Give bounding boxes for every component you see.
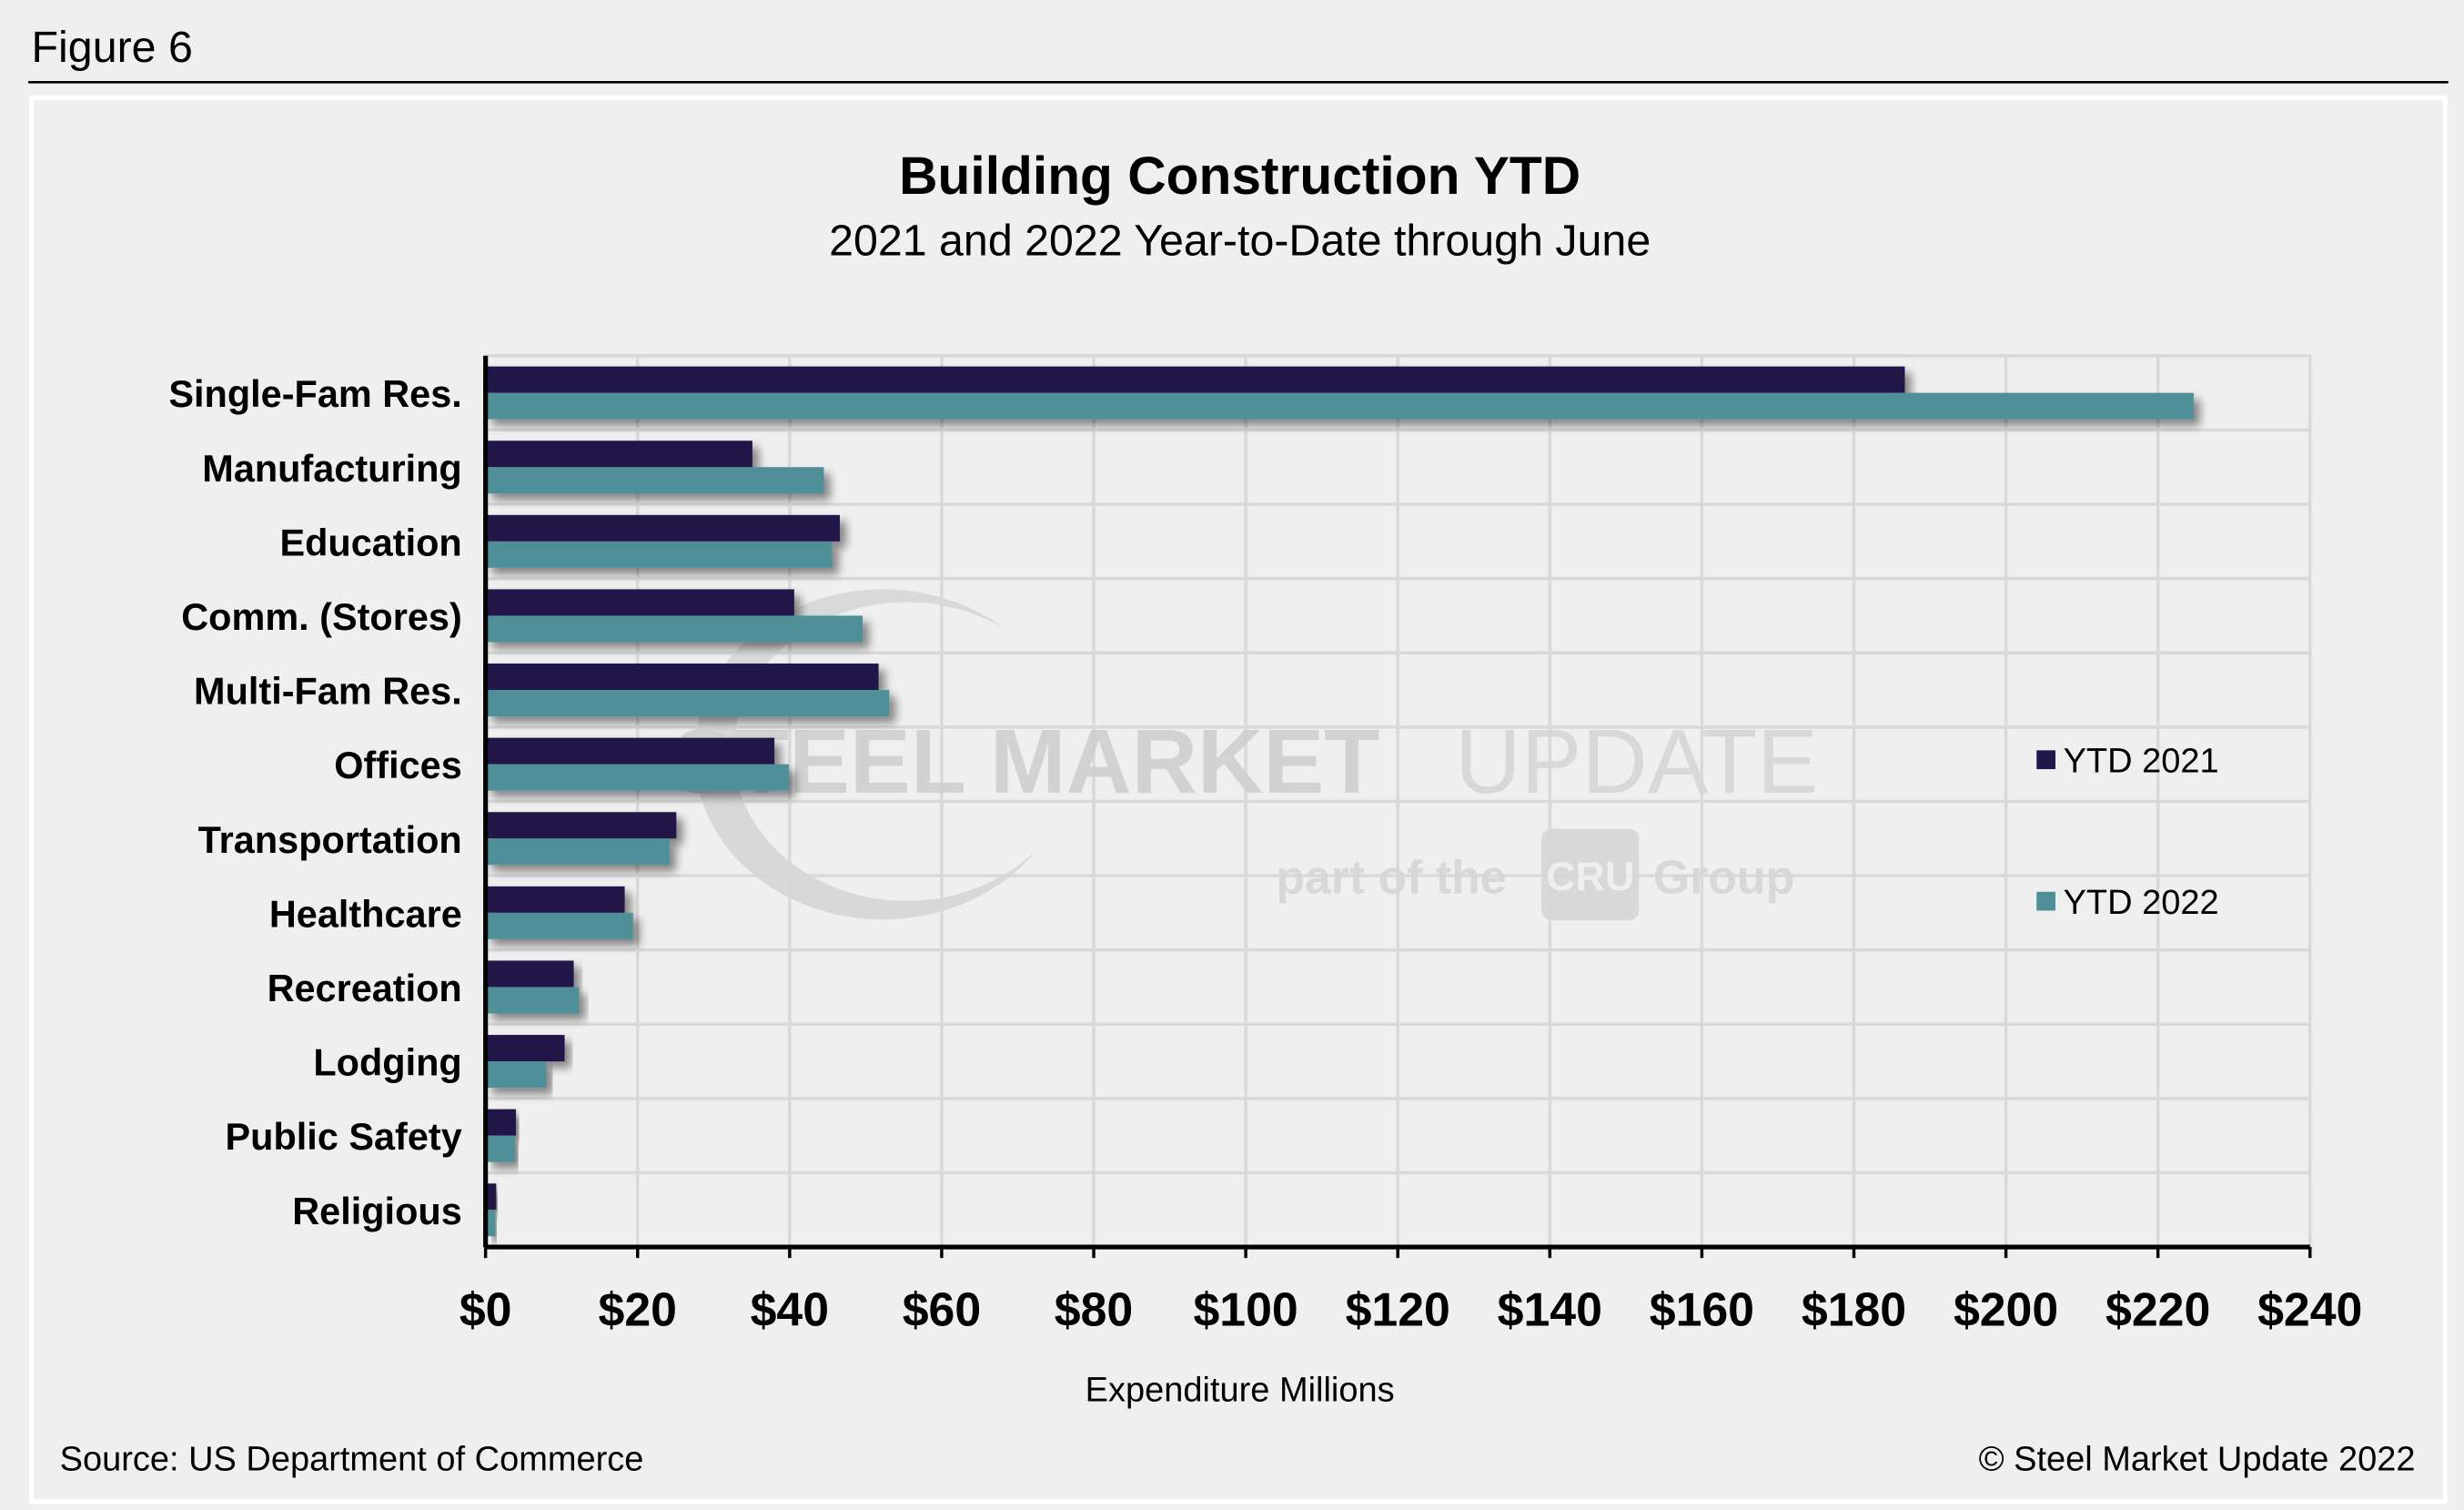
- cru-logo-icon: [1541, 828, 1640, 920]
- bar-ytd2021: [485, 886, 625, 913]
- x-tick-label: $240: [2257, 1282, 2362, 1335]
- x-tick-labels: $0 $20 $40 $60 $80 $100 $120 $140 $160 $180 $200 $2…: [459, 1247, 2362, 1335]
- chart-title: Building Construction YTD: [899, 147, 1580, 206]
- bar-ytd2021: [485, 441, 752, 468]
- x-tick-label: $40: [751, 1282, 829, 1335]
- bar-ytd2022: [485, 1061, 547, 1089]
- legend-label-2022: YTD 2022: [2064, 884, 2219, 922]
- category-label: Transportation: [198, 818, 462, 861]
- category-label: Public Safety: [226, 1115, 462, 1158]
- chart-subtitle: 2021 and 2022 Year-to-Date through June: [829, 216, 1651, 265]
- category-label: Lodging: [313, 1041, 461, 1084]
- x-tick-label: $160: [1650, 1282, 1754, 1335]
- category-label: Education: [279, 521, 461, 563]
- bar-ytd2022: [485, 1210, 496, 1237]
- x-tick-label: $220: [2106, 1282, 2210, 1335]
- x-tick-label: $80: [1055, 1282, 1133, 1335]
- bars: [485, 366, 2194, 1237]
- cru-logo-text: CRU: [1546, 853, 1634, 899]
- watermark-text: STEEL MARKET: [672, 711, 1379, 813]
- bar-ytd2021: [485, 1183, 497, 1211]
- bar-ytd2021: [485, 1109, 517, 1136]
- bar-ytd2021: [485, 589, 794, 616]
- legend: YTD 2021 YTD 2022: [2036, 742, 2219, 922]
- x-axis-label: Expenditure Millions: [1086, 1371, 1395, 1409]
- bar-ytd2021: [485, 960, 574, 988]
- category-label: Comm. (Stores): [181, 595, 462, 638]
- bar-ytd2022: [485, 912, 633, 939]
- watermark-text: part of the: [1276, 850, 1506, 903]
- category-label: Multi-Fam Res.: [194, 670, 462, 713]
- x-tick-label: $200: [1954, 1282, 2058, 1335]
- bar-ytd2021: [485, 514, 840, 542]
- x-tick-label: $120: [1346, 1282, 1450, 1335]
- x-tick-label: $60: [903, 1282, 981, 1335]
- bar-ytd2021: [485, 1035, 565, 1062]
- x-tick-label: $0: [459, 1282, 512, 1335]
- bar-ytd2021: [485, 366, 1905, 393]
- bar-ytd2022: [485, 690, 890, 717]
- legend-swatch-2022: [2036, 891, 2055, 911]
- watermark-text: UPDATE: [1455, 711, 1818, 813]
- legend-swatch-2021: [2036, 750, 2055, 770]
- bar-ytd2022: [485, 541, 833, 568]
- bar-ytd2021: [485, 812, 677, 839]
- bar-ytd2021: [485, 737, 775, 765]
- bar-ytd2021: [485, 664, 879, 691]
- bar-ytd2022: [485, 467, 824, 494]
- bar-ytd2022: [485, 838, 670, 866]
- source-note: Source: US Department of Commerce: [60, 1440, 644, 1478]
- x-tick-label: $140: [1498, 1282, 1602, 1335]
- category-label: Healthcare: [269, 892, 462, 935]
- category-labels: Single-Fam Res. Manufacturing Education Com…: [168, 372, 461, 1232]
- x-tick-label: $180: [1802, 1282, 1906, 1335]
- figure-label: Figure 6: [32, 23, 193, 72]
- watermark-text: Group: [1653, 850, 1794, 903]
- x-tick-label: $20: [599, 1282, 677, 1335]
- watermark: STEEL MARKET UPDATE part of the CRU Grou…: [672, 589, 1818, 920]
- bar-ytd2022: [485, 615, 863, 643]
- bar-ytd2022: [485, 987, 580, 1014]
- category-label: Religious: [292, 1190, 462, 1232]
- category-label: Manufacturing: [202, 447, 461, 490]
- x-tick-label: $100: [1193, 1282, 1298, 1335]
- category-label: Recreation: [268, 967, 462, 1009]
- category-label: Single-Fam Res.: [168, 372, 461, 415]
- category-label: Offices: [334, 744, 461, 786]
- legend-label-2021: YTD 2021: [2064, 742, 2219, 780]
- bar-ytd2022: [485, 392, 2194, 420]
- bar-ytd2022: [485, 1135, 516, 1162]
- bar-ytd2022: [485, 764, 790, 791]
- copyright-note: © Steel Market Update 2022: [1979, 1440, 2416, 1478]
